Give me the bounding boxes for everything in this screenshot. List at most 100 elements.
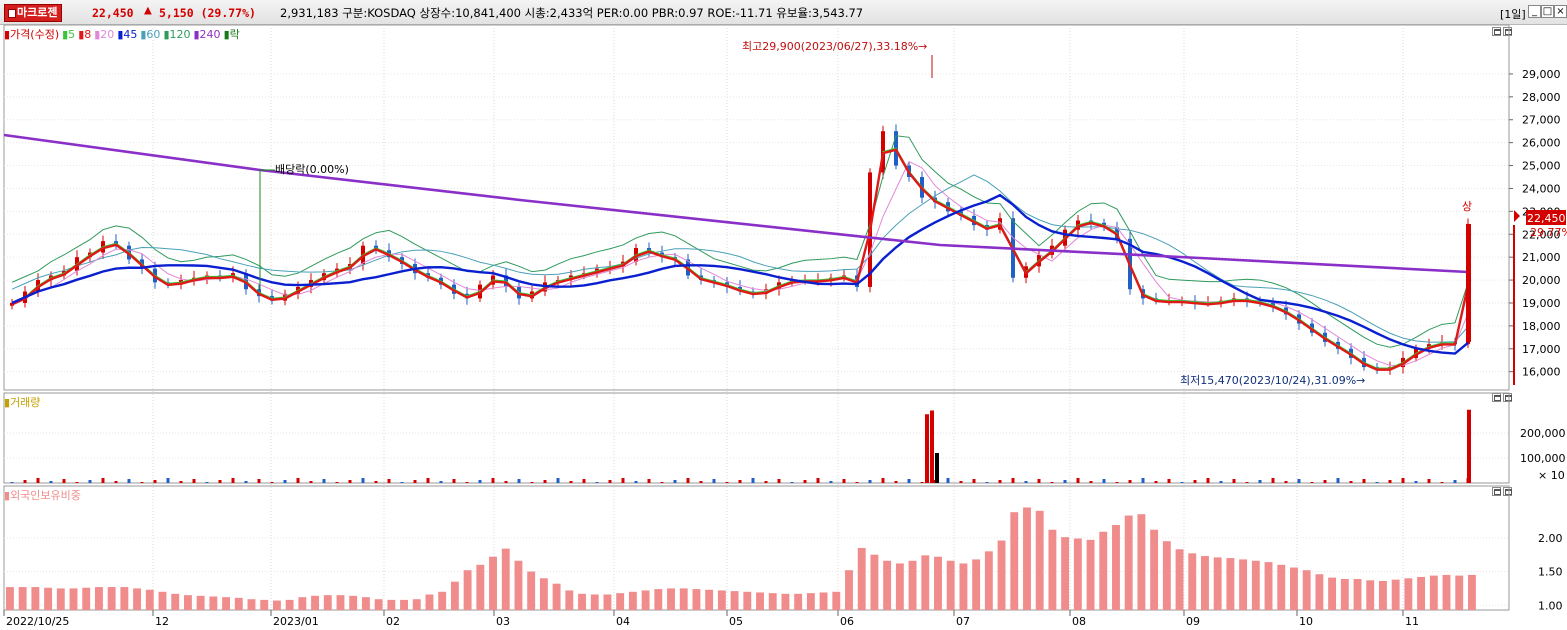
foreign-ratio-bar [1302,570,1311,610]
foreign-ratio-bar [1251,560,1260,610]
current-price-marker [1514,210,1520,222]
title-bar: 마크로젠 22,450 ▲ 5,150 (29.77%) 2,931,183 구… [0,0,1567,25]
foreign-ratio-bar [476,564,485,610]
foreign-ratio-bar [1404,578,1413,610]
maximize-button[interactable]: □ [1541,5,1554,18]
foreign-ratio-bar [565,590,574,610]
volume-bar [413,480,417,483]
stock-info: 2,931,183 구분:KOSDAQ 상장수:10,841,400 시총:2,… [280,6,864,20]
x-tick-label: 04 [616,615,630,628]
volume-bar [49,481,53,483]
foreign-ratio-bar [311,595,319,610]
volume-bar [894,481,898,483]
y-tick-label: 18,000 [1522,320,1561,333]
volume-bar [491,478,495,483]
foreign-ratio-bar [1366,580,1375,610]
foreign-ratio-bar [374,599,383,610]
foreign-ratio-bar [1023,507,1031,610]
volume-bar [309,481,313,483]
volume-bar [1362,479,1366,483]
volume-bar [452,479,456,483]
foreign-ratio-bar [1290,567,1298,610]
foreign-ratio-bar [1124,515,1133,610]
foreign-ratio-bar [1379,580,1387,610]
volume-bar [1115,482,1119,483]
x-tick-label: 09 [1186,615,1200,628]
foreign-ratio-bar [590,594,599,610]
foreign-ratio-bar [1099,531,1108,610]
volume-bar [738,480,742,483]
y-tick-label: 29,000 [1522,68,1561,81]
foreign-ratio-bar [1391,579,1400,610]
stock-icon [8,9,16,18]
volume-bar [647,479,651,483]
volume-bar [153,480,157,483]
stock-name-badge[interactable]: 마크로젠 [4,4,63,22]
foreign-ratio-bar [489,556,497,610]
volume-bar [959,481,963,483]
volume-bar [101,478,105,483]
volume-bar [1297,479,1301,483]
foreign-ratio-bar [1442,574,1451,610]
volume-bar [790,482,794,483]
volume-bar [140,482,144,483]
y-tick-label: 25,000 [1522,160,1561,173]
volume-bar [88,480,92,483]
foreign-ratio-bar [272,600,281,610]
volume-bar [855,482,859,483]
foreign-ratio-bar [768,593,777,610]
foreign-ratio-bar [1213,557,1222,610]
volume-bar [257,479,261,483]
volume-bar [361,478,365,483]
foreign-ratio-bar [743,591,752,610]
volume-bar [1453,480,1457,483]
volume-bar [699,481,703,483]
current-pct-tag: 29.77% [1530,226,1567,239]
x-tick-label: 2022/10/25 [6,615,69,628]
volume-bar [582,479,586,483]
volume-bar [1232,479,1236,483]
foreign-ratio-bar [1328,577,1337,610]
volume-bar [920,482,924,483]
foreign-ratio-bar [501,548,510,610]
volume-bar [166,478,170,483]
foreign-ratio-bar [171,593,180,610]
minimize-button[interactable]: _ [1528,5,1541,18]
volume-bar [881,478,885,483]
foreign-ratio-bar [692,589,701,610]
volume-bar [634,481,638,483]
volume-bar [1089,481,1093,483]
y-tick-label: 19,000 [1522,297,1561,310]
volume-bar [478,480,482,483]
ma8-line [11,148,1470,371]
foreign-ratio-bar [781,593,790,610]
ma5-line [11,147,1469,369]
volume-bar [725,482,729,483]
foreign-ratio-bar [94,587,103,610]
foreign-pane-minimize-button[interactable] [1492,487,1501,496]
y-tick-label: 20,000 [1522,274,1561,287]
foreign-ratio-bar [298,597,307,610]
volume-bar [270,482,274,483]
volume-scale-label: × 10 [1538,469,1565,482]
volume-legend: ▮거래량 [4,396,41,409]
legend-item: ▮가격(수정) [4,28,60,41]
y-tick-label: 16,000 [1522,366,1561,379]
volume-bar [348,480,352,483]
volume-bar [322,479,326,483]
volume-bar [1063,480,1067,483]
legend-item: ▮8 [78,28,92,41]
volume-bar [777,479,781,483]
foreign-ratio-bar [514,560,523,610]
foreign-ratio-bar [946,560,955,610]
foreign-ratio-bar [387,599,396,610]
foreign-ratio-bar [972,559,981,610]
foreign-ratio-bar [69,588,78,610]
volume-bar [1271,478,1275,483]
price-pane-minimize-button[interactable] [1492,27,1501,36]
y-tick-label: 28,000 [1522,91,1561,104]
period-selector[interactable]: [1일] [1500,8,1526,21]
foreign-ratio-bar [552,583,561,610]
volume-bar [1427,479,1431,483]
